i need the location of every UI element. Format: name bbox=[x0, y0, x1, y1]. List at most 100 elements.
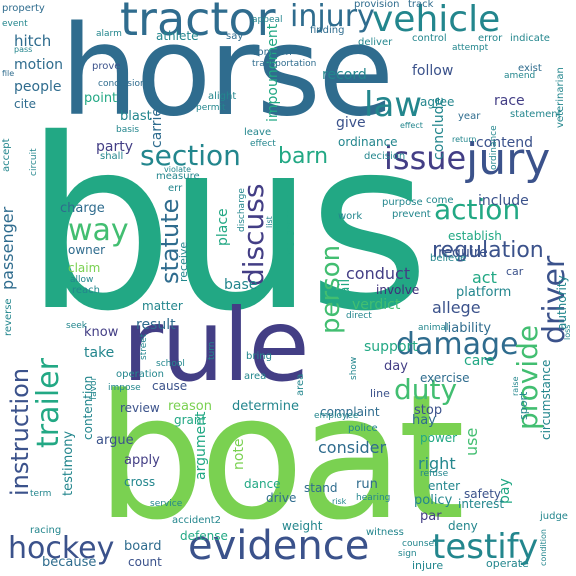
word-raise: judge bbox=[540, 511, 568, 522]
word-impose: term bbox=[30, 489, 52, 499]
word-car: car bbox=[506, 265, 524, 278]
word-say: athlete bbox=[156, 29, 199, 43]
word-people: people bbox=[14, 79, 62, 95]
word-consider: consider bbox=[318, 438, 387, 457]
word-include: include bbox=[478, 193, 529, 209]
word-weight: weight bbox=[282, 519, 323, 533]
word-enter: enter bbox=[428, 479, 461, 493]
word-adm: show bbox=[349, 356, 359, 380]
word-allow: reach bbox=[72, 285, 101, 296]
word-right: right bbox=[418, 454, 456, 473]
word-bus: bus bbox=[24, 88, 430, 363]
word-blast: blast bbox=[120, 109, 152, 124]
word-record: record bbox=[322, 67, 367, 83]
word-law: law bbox=[364, 85, 423, 125]
word-seek: school bbox=[156, 359, 185, 369]
word-grant: grant bbox=[174, 413, 207, 427]
word-statement: statement bbox=[510, 109, 562, 120]
word-leave: decision bbox=[364, 151, 406, 162]
word-school: turn bbox=[207, 341, 217, 360]
word-point: point bbox=[84, 91, 118, 106]
word-dance: dance bbox=[244, 477, 281, 491]
word-claim: claim bbox=[68, 261, 101, 275]
word-section: section bbox=[140, 139, 241, 172]
word-cause: cause bbox=[152, 379, 188, 393]
word-know: know bbox=[84, 325, 119, 340]
word-veterinarian: veterinarian bbox=[555, 67, 566, 128]
word-injury: injury bbox=[290, 0, 375, 34]
word-reason: reason bbox=[168, 399, 212, 414]
word-area: area bbox=[244, 371, 267, 382]
word-violate: measure bbox=[156, 171, 200, 182]
word-knowledge: loss bbox=[563, 324, 572, 340]
word-require: require bbox=[438, 245, 488, 261]
word-apply: apply bbox=[124, 453, 160, 468]
word-liability: liability bbox=[444, 321, 492, 336]
word-alarm: return bbox=[452, 135, 477, 144]
word-condition: injure bbox=[412, 559, 444, 572]
word-damage: damage bbox=[396, 327, 519, 362]
word-pass: prove bbox=[92, 61, 121, 72]
word-interest: interest bbox=[458, 497, 505, 511]
word-argue: argue bbox=[96, 433, 134, 448]
word-sign: counsel bbox=[402, 539, 437, 549]
word-drive: drive bbox=[266, 491, 297, 505]
word-concern: alarm bbox=[96, 29, 122, 39]
word-judge: condition bbox=[539, 529, 548, 566]
word-instruction: instruction bbox=[6, 367, 34, 496]
word-cite: cite bbox=[14, 97, 37, 111]
word-motion: motion bbox=[14, 57, 64, 73]
word-exist: exist bbox=[518, 63, 542, 74]
word-testify: testify bbox=[432, 527, 539, 567]
word-refuse: hearing bbox=[356, 493, 391, 503]
word-way: way bbox=[68, 213, 129, 248]
word-tractor: tractor bbox=[120, 0, 276, 46]
word-boat: boat bbox=[96, 357, 465, 558]
word-amend: amend bbox=[504, 71, 536, 81]
word-issue: issue bbox=[384, 139, 467, 177]
word-list: negligence bbox=[285, 208, 295, 258]
word-indicate: indicate bbox=[510, 33, 550, 44]
word-hockey: hockey bbox=[8, 531, 115, 566]
word-control: control bbox=[412, 33, 447, 44]
word-action: action bbox=[434, 193, 521, 226]
word-believe: believe bbox=[430, 253, 467, 264]
word-use: use bbox=[462, 427, 481, 456]
word-day: day bbox=[384, 359, 408, 374]
word-police: employee bbox=[314, 411, 359, 421]
word-review: review bbox=[120, 401, 160, 415]
word-property: property bbox=[2, 3, 45, 14]
word-counsel: witness bbox=[366, 527, 404, 538]
word-operate: refuse bbox=[420, 469, 449, 479]
word-receive: discharge bbox=[237, 188, 247, 232]
word-intersection: receive bbox=[177, 241, 190, 282]
word-policy: policy bbox=[414, 493, 453, 508]
word-deny: deny bbox=[448, 519, 478, 533]
word-year: year bbox=[458, 111, 481, 122]
word-ordinance: ordinance bbox=[489, 125, 499, 170]
word-support: support bbox=[364, 339, 418, 355]
word-accident: err bbox=[168, 183, 183, 194]
word-trailer: trailer bbox=[31, 358, 66, 448]
word-contend: contend bbox=[476, 135, 533, 151]
word-exercise: exercise bbox=[420, 371, 470, 385]
word-matter: matter bbox=[142, 299, 183, 313]
word-err: shall bbox=[100, 151, 124, 162]
word-rule: rule bbox=[122, 287, 310, 404]
word-bring: bring bbox=[246, 351, 272, 362]
word-establish: establish bbox=[448, 229, 502, 243]
word-charge: charge bbox=[60, 201, 105, 216]
word-stop: stop bbox=[414, 403, 443, 418]
word-loss: direct bbox=[346, 311, 372, 321]
word-come: come bbox=[426, 195, 454, 206]
word-complaint: complaint bbox=[320, 405, 380, 419]
word-result: result bbox=[136, 317, 176, 333]
word-take: take bbox=[84, 345, 115, 361]
word-party: party bbox=[96, 139, 133, 155]
word-platform: platform bbox=[456, 285, 512, 300]
word-direct: animal bbox=[418, 323, 449, 333]
word-accept: permit bbox=[196, 103, 226, 113]
word-hitch: hitch bbox=[14, 32, 52, 50]
word-athlete: effect bbox=[400, 121, 423, 130]
